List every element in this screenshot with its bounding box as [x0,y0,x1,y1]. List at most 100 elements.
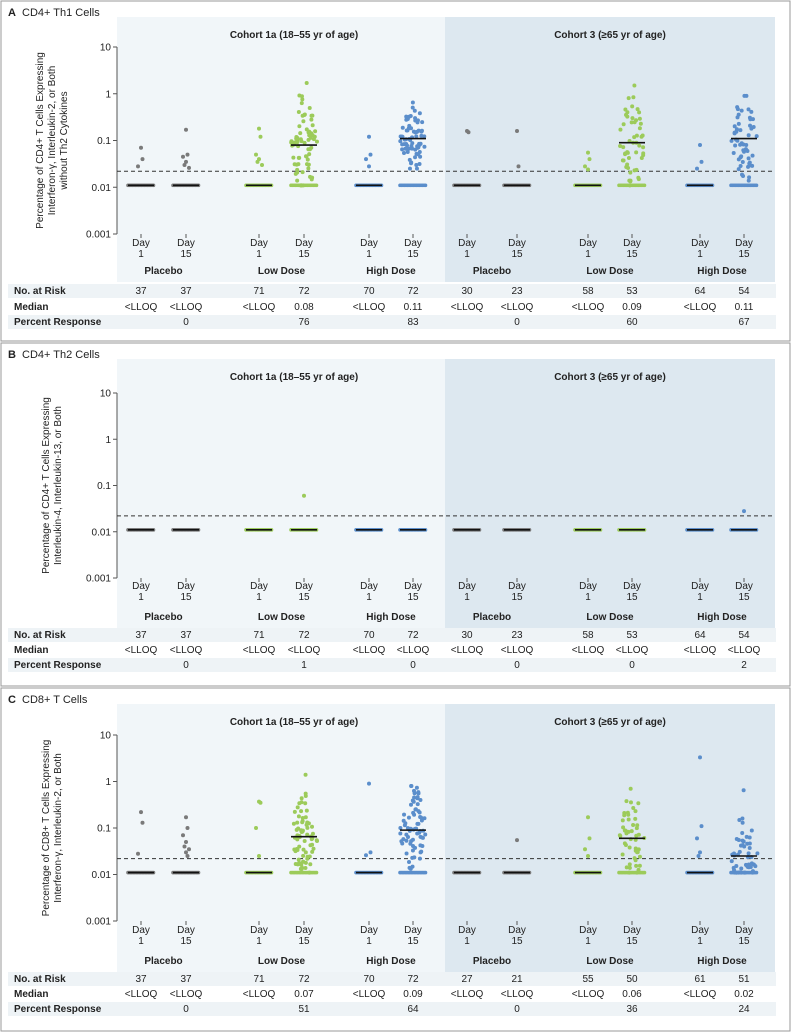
x-tick-label-day: Day [404,581,422,592]
x-tick-label-num: 15 [511,936,523,947]
cohort-1a-label: Cohort 1a (18–55 yr of age) [230,372,358,383]
data-point [641,145,645,149]
data-point [742,788,746,792]
x-tick-label-day: Day [623,581,641,592]
data-point [583,847,587,851]
table-cell: 0 [183,660,189,671]
data-point [315,871,319,875]
data-point [747,175,751,179]
data-point [420,129,424,133]
data-point [740,831,744,835]
data-point [296,162,300,166]
data-point [409,114,413,118]
x-tick-label-day: Day [250,581,268,592]
table-cell: 0 [183,317,189,328]
data-point [186,826,190,830]
table-cell: 27 [461,974,473,985]
data-point [398,831,402,835]
data-point [308,106,312,110]
data-point [186,153,190,157]
data-point [412,855,416,859]
table-cell: 1 [301,660,307,671]
table-row-background [8,284,776,298]
table-cell: 37 [135,974,147,985]
table-cell: <LLOQ [243,302,276,313]
table-cell: <LLOQ [572,645,605,656]
data-point [621,145,625,149]
y-axis-label: Interferon-γ, Interleukin-2, or Both [53,753,64,903]
table-cell: 0.09 [403,989,423,1000]
panel-title: CD8+ T Cells [22,694,88,706]
data-point [305,826,309,830]
group-label: Low Dose [258,266,306,277]
data-point [643,871,647,875]
table-cell: 72 [407,286,419,297]
table-cell: 37 [135,630,147,641]
data-point [629,787,633,791]
table-cell: 0 [514,1004,520,1015]
y-axis-label: Percentage of CD8+ T Cells Expressing [41,740,52,917]
table-cell: 24 [738,1004,750,1015]
table-cell: <LLOQ [501,989,534,1000]
table-cell: 71 [253,286,265,297]
data-point [741,821,745,825]
data-point [310,850,314,854]
data-point [636,801,640,805]
data-point [750,828,754,832]
x-tick-label-num: 1 [366,936,372,947]
table-cell: 72 [298,286,310,297]
data-point [187,166,191,170]
data-point [637,110,641,114]
group-label: High Dose [366,266,416,277]
data-point [309,146,313,150]
data-point [622,813,626,817]
table-cell: 23 [511,286,523,297]
data-point [411,865,415,869]
table-cell: 72 [298,630,310,641]
data-point [297,156,301,160]
table-cell: <LLOQ [353,645,386,656]
data-point [625,162,629,166]
data-point [415,831,419,835]
data-point [643,184,647,188]
data-point [401,837,405,841]
data-point [295,170,299,174]
x-tick-label-day: Day [691,581,709,592]
data-point [139,810,143,814]
data-group [244,528,273,532]
table-cell: 30 [461,630,473,641]
x-tick-label-day: Day [295,925,313,936]
x-tick-label-day: Day [250,238,268,249]
data-point [401,126,405,130]
table-cell: 0.11 [404,302,423,313]
panel-title: CD4+ Th1 Cells [22,7,100,19]
data-point [293,810,297,814]
data-point [629,800,633,804]
x-tick-label-num: 15 [738,936,750,947]
data-point [418,857,422,861]
y-tick-label: 1 [105,777,111,788]
y-tick-label: 0.01 [92,527,112,538]
table-cell: 58 [582,286,594,297]
table-cell: 58 [582,630,594,641]
x-tick-label-num: 15 [298,249,310,260]
table-cell: <LLOQ [728,645,761,656]
table-cell: 61 [694,974,706,985]
data-point [296,805,300,809]
x-tick-label-num: 1 [366,249,372,260]
table-cell: 72 [407,630,419,641]
table-cell: 55 [582,974,594,985]
table-cell: 70 [363,974,375,985]
data-point [310,825,314,829]
data-point [635,850,639,854]
data-point [515,129,519,133]
data-point [187,847,191,851]
table-cell: 53 [626,286,638,297]
data-point [622,122,626,126]
data-point [640,156,644,160]
table-row-label: Percent Response [14,1004,102,1015]
data-point [750,861,754,865]
data-point [404,142,408,146]
data-point [402,151,406,155]
data-point [297,845,301,849]
